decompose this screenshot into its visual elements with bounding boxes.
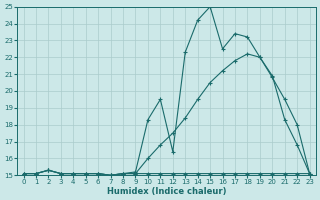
X-axis label: Humidex (Indice chaleur): Humidex (Indice chaleur): [107, 187, 226, 196]
